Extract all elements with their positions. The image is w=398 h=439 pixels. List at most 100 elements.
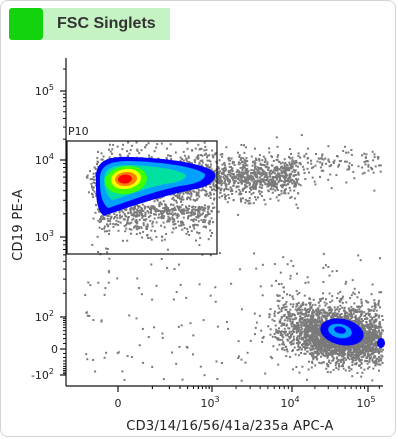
event-dot xyxy=(243,164,246,167)
event-dot xyxy=(173,223,176,226)
event-dot xyxy=(379,323,382,326)
event-dot xyxy=(181,220,184,223)
event-dot xyxy=(289,189,292,192)
event-dot xyxy=(245,163,248,166)
event-dot xyxy=(131,218,134,221)
event-dot xyxy=(203,149,206,152)
event-dot xyxy=(274,180,277,183)
event-dot xyxy=(337,165,340,168)
event-dot xyxy=(309,303,311,306)
event-dot xyxy=(275,187,278,190)
event-dot xyxy=(327,364,329,367)
event-dot xyxy=(313,311,316,314)
event-dot xyxy=(304,352,307,355)
event-dot xyxy=(135,211,138,214)
event-dot xyxy=(358,342,361,345)
event-dot xyxy=(197,207,200,210)
event-dot xyxy=(244,162,247,165)
event-dot xyxy=(150,208,153,211)
event-dot xyxy=(146,223,149,226)
event-dot xyxy=(354,359,357,361)
event-dot xyxy=(204,216,207,219)
event-dot xyxy=(378,352,380,355)
event-dot xyxy=(262,155,265,158)
event-dot xyxy=(178,209,181,212)
event-dot xyxy=(358,310,361,313)
event-dot xyxy=(206,166,209,169)
population-color-swatch xyxy=(9,8,43,40)
event-dot xyxy=(136,225,139,228)
event-dot xyxy=(320,157,323,160)
event-dot xyxy=(246,176,249,179)
event-dot xyxy=(186,192,189,195)
event-dot xyxy=(207,221,210,224)
event-dot xyxy=(279,174,282,177)
event-dot xyxy=(288,161,291,164)
event-dot xyxy=(259,168,262,171)
event-dot xyxy=(288,173,291,176)
event-dot xyxy=(142,222,145,225)
event-dot xyxy=(320,346,323,348)
event-dot xyxy=(142,215,145,218)
event-dot xyxy=(208,220,211,223)
event-dot xyxy=(261,171,264,174)
event-dot xyxy=(189,198,192,201)
event-dot xyxy=(223,177,226,180)
event-dot xyxy=(136,220,139,223)
event-dot xyxy=(275,159,278,161)
event-dot xyxy=(302,168,305,171)
event-dot xyxy=(158,205,161,207)
event-dot xyxy=(202,221,204,223)
event-dot xyxy=(310,353,313,356)
event-dot xyxy=(283,180,286,183)
event-dot xyxy=(172,220,174,223)
event-dot xyxy=(218,159,221,162)
event-dot xyxy=(253,163,256,166)
event-dot xyxy=(244,198,247,201)
event-dot xyxy=(157,210,159,212)
event-dot xyxy=(292,331,295,333)
event-dot xyxy=(367,169,370,172)
event-dot xyxy=(277,199,280,202)
event-dot xyxy=(109,220,112,223)
event-dot xyxy=(198,211,201,214)
event-dot xyxy=(347,165,350,168)
event-dot xyxy=(205,163,208,166)
event-dot xyxy=(242,179,244,182)
event-dot xyxy=(283,327,286,330)
event-dot xyxy=(144,213,147,215)
event-dot xyxy=(208,223,211,226)
event-dot xyxy=(323,315,326,318)
event-dot xyxy=(200,219,203,222)
event-dot xyxy=(150,229,153,232)
event-dot xyxy=(261,184,264,187)
event-dot xyxy=(273,166,276,169)
event-dot xyxy=(252,172,255,175)
event-dot xyxy=(279,332,282,335)
event-dot xyxy=(192,225,195,228)
event-dot xyxy=(85,175,88,178)
event-dot xyxy=(303,172,306,174)
event-dot xyxy=(350,305,353,308)
event-dot xyxy=(269,197,272,200)
event-dot xyxy=(297,171,300,174)
event-dot xyxy=(284,170,287,173)
event-dot xyxy=(97,208,100,211)
event-dot xyxy=(319,322,322,325)
event-dot xyxy=(135,227,138,230)
event-dot xyxy=(189,190,192,192)
event-dot xyxy=(110,216,112,219)
event-dot xyxy=(355,348,358,350)
event-dot xyxy=(195,239,197,242)
event-dot xyxy=(311,348,313,351)
event-dot xyxy=(222,170,225,173)
event-dot xyxy=(301,365,304,368)
event-dot xyxy=(179,156,182,159)
event-dot xyxy=(135,233,138,236)
event-dot xyxy=(292,329,295,332)
event-dot xyxy=(187,217,189,220)
event-dot xyxy=(131,207,134,210)
event-dot xyxy=(200,213,203,216)
event-dot xyxy=(341,345,344,348)
event-dot xyxy=(119,216,122,219)
